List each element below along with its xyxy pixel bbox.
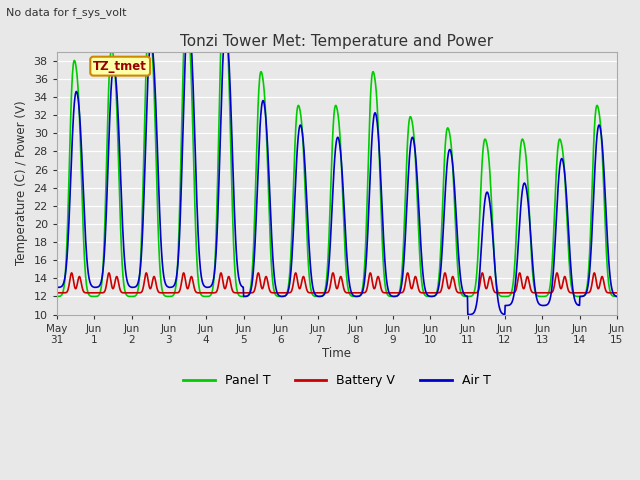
Air T — [547, 291, 555, 297]
Battery V — [613, 290, 621, 296]
Panel T — [575, 294, 583, 300]
Panel T — [53, 294, 61, 300]
Y-axis label: Temperature (C) / Power (V): Temperature (C) / Power (V) — [15, 101, 28, 265]
Air T — [241, 294, 248, 300]
Panel T — [424, 293, 432, 299]
Battery V — [68, 270, 76, 276]
Panel T — [241, 294, 248, 300]
Air T — [177, 181, 185, 187]
Battery V — [424, 290, 432, 296]
Title: Tonzi Tower Met: Temperature and Power: Tonzi Tower Met: Temperature and Power — [180, 34, 493, 49]
Panel T — [547, 278, 554, 284]
Air T — [184, 15, 192, 21]
Battery V — [53, 290, 61, 296]
Panel T — [177, 135, 185, 141]
Battery V — [547, 290, 554, 296]
Air T — [498, 310, 506, 316]
Line: Panel T: Panel T — [57, 4, 617, 297]
Panel T — [220, 1, 228, 7]
Text: No data for f_sys_volt: No data for f_sys_volt — [6, 7, 127, 18]
Panel T — [164, 294, 172, 300]
Battery V — [497, 290, 505, 296]
Text: TZ_tmet: TZ_tmet — [93, 60, 147, 72]
Air T — [424, 293, 432, 299]
Battery V — [575, 290, 583, 296]
Air T — [53, 285, 61, 290]
Panel T — [497, 293, 505, 299]
Air T — [164, 284, 172, 289]
Battery V — [178, 278, 186, 284]
Line: Battery V: Battery V — [57, 273, 617, 293]
Battery V — [164, 290, 172, 296]
Battery V — [241, 290, 248, 296]
Air T — [464, 312, 472, 317]
Legend: Panel T, Battery V, Air T: Panel T, Battery V, Air T — [179, 370, 495, 393]
Line: Air T: Air T — [57, 18, 617, 314]
Panel T — [613, 294, 621, 300]
Air T — [613, 294, 621, 300]
X-axis label: Time: Time — [323, 347, 351, 360]
